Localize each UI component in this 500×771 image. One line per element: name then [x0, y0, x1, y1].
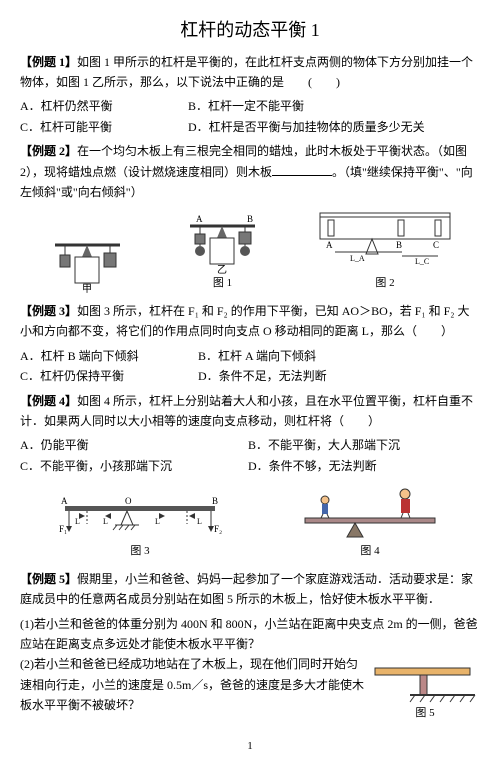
- svg-text:A: A: [61, 496, 68, 506]
- opt-1b: B．杠杆一定不能平衡: [188, 96, 304, 116]
- opt-4a: A．仍能平衡: [20, 435, 240, 455]
- svg-text:A: A: [196, 214, 203, 224]
- problem-5-q1: (1)若小兰和爸爸的体重分别为 400N 和 800N，小兰站在距离中央支点 2…: [20, 614, 480, 655]
- opt-1c: C．杠杆可能平衡: [20, 117, 180, 137]
- figure-row-1: 甲 A B 乙 图 1 A B: [20, 208, 480, 293]
- opt-3a: A．杠杆 B 端向下倾斜: [20, 346, 190, 366]
- problem-3-tag: 【例题 3】: [20, 304, 77, 318]
- svg-text:L: L: [197, 517, 202, 526]
- problem-4-tag: 【例题 4】: [20, 394, 77, 408]
- opt-4c: C．不能平衡，小孩那端下沉: [20, 456, 240, 476]
- page-title: 杠杆的动态平衡 1: [20, 15, 480, 46]
- problem-1: 【例题 1】如图 1 甲所示的杠杆是平衡的，在此杠杆支点两侧的物体下方分别加挂一…: [20, 52, 480, 93]
- seesaw-people-icon: [295, 482, 445, 542]
- svg-text:C: C: [433, 240, 439, 250]
- opt-3c: C．杠杆仍保持平衡: [20, 366, 190, 386]
- svg-text:甲: 甲: [82, 284, 92, 293]
- svg-text:B: B: [212, 496, 218, 506]
- opt-4d: D．条件不够，无法判断: [248, 456, 377, 476]
- problem-4-options: A．仍能平衡 B．不能平衡，大人那端下沉 C．不能平衡，小孩那端下沉 D．条件不够，…: [20, 435, 480, 476]
- figure-row-2: O A B F₁ F₂ L L L L 图 3: [20, 482, 480, 561]
- problem-5-tag: 【例题 5】: [20, 572, 77, 586]
- svg-text:L_C: L_C: [415, 257, 429, 266]
- problem-5-q2: (2)若小兰和爸爸已经成功地站在了木板上，现在他们同时开始匀速相向行走，小兰的速…: [20, 654, 364, 715]
- figure-5-caption: 图 5: [370, 704, 480, 723]
- figure-3: O A B F₁ F₂ L L L L 图 3: [55, 492, 225, 561]
- svg-text:O: O: [125, 496, 132, 506]
- svg-text:L: L: [103, 517, 108, 526]
- svg-text:乙: 乙: [217, 264, 227, 274]
- problem-1-text: 如图 1 甲所示的杠杆是平衡的，在此杠杆支点两侧的物体下方分别加挂一个物体，如图…: [20, 55, 473, 89]
- problem-3: 【例题 3】如图 3 所示，杠杆在 F₁ 和 F₂ 的作用下平衡，已知 AO＞B…: [20, 301, 480, 342]
- figure-1-caption: 图 1: [175, 274, 270, 293]
- svg-text:B: B: [396, 240, 402, 250]
- opt-1a: A．杠杆仍然平衡: [20, 96, 180, 116]
- figure-1-yi: A B 乙 图 1: [175, 208, 270, 293]
- problem-4-text: 如图 4 所示，杠杆上分别站着大人和小孩，且在水平位置平衡，杠杆自重不计．如果两…: [20, 394, 473, 428]
- svg-text:A: A: [326, 240, 333, 250]
- opt-3d: D．条件不足，无法判断: [198, 366, 327, 386]
- problem-3-text: 如图 3 所示，杠杆在 F₁ 和 F₂ 的作用下平衡，已知 AO＞BO，若 F₁…: [20, 304, 469, 338]
- problem-3-options: A．杠杆 B 端向下倾斜 B．杠杆 A 端向下倾斜 C．杠杆仍保持平衡 D．条件不足…: [20, 346, 480, 387]
- candle-board-icon: A B C L_A L_C: [310, 208, 460, 274]
- figure-5: 图 5: [370, 654, 480, 723]
- page-number: 1: [20, 737, 480, 756]
- opt-1d: D．杠杆是否平衡与加挂物体的质量多少无关: [188, 117, 425, 137]
- svg-text:B: B: [247, 214, 253, 224]
- problem-1-tag: 【例题 1】: [20, 55, 77, 69]
- svg-text:L_A: L_A: [350, 254, 365, 263]
- problem-2-tag: 【例题 2】: [20, 144, 77, 158]
- problem-2: 【例题 2】在一个均匀木板上有三根完全相同的蜡烛，此时木板处于平衡状态。（如图 …: [20, 141, 480, 202]
- figure-2: A B C L_A L_C 图 2: [310, 208, 460, 293]
- problem-1-options: A．杠杆仍然平衡 B．杠杆一定不能平衡 C．杠杆可能平衡 D．杠杆是否平衡与加挂物体…: [20, 96, 480, 137]
- problem-5: 【例题 5】假期里，小兰和爸爸、妈妈一起参加了一个家庭游戏活动．活动要求是：家庭…: [20, 569, 480, 610]
- lever-balance-yi-icon: A B 乙: [175, 208, 270, 274]
- figure-4: 图 4: [295, 482, 445, 561]
- lever-balance-jia-icon: 甲: [40, 227, 135, 293]
- svg-text:F₁: F₁: [59, 524, 67, 534]
- figure-2-caption: 图 2: [310, 274, 460, 293]
- plank-support-icon: [370, 654, 480, 704]
- lever-forces-icon: O A B F₁ F₂ L L L L: [55, 492, 225, 542]
- problem-5-text: 假期里，小兰和爸爸、妈妈一起参加了一个家庭游戏活动．活动要求是：家庭成员中的任意…: [20, 572, 473, 606]
- svg-text:F₂: F₂: [214, 524, 222, 534]
- problem-4: 【例题 4】如图 4 所示，杠杆上分别站着大人和小孩，且在水平位置平衡，杠杆自重…: [20, 391, 480, 432]
- problem-2-blank: [272, 164, 332, 176]
- opt-3b: B．杠杆 A 端向下倾斜: [198, 346, 316, 366]
- opt-4b: B．不能平衡，大人那端下沉: [248, 435, 400, 455]
- figure-4-caption: 图 4: [295, 542, 445, 561]
- figure-3-caption: 图 3: [55, 542, 225, 561]
- figure-1-jia: 甲: [40, 227, 135, 293]
